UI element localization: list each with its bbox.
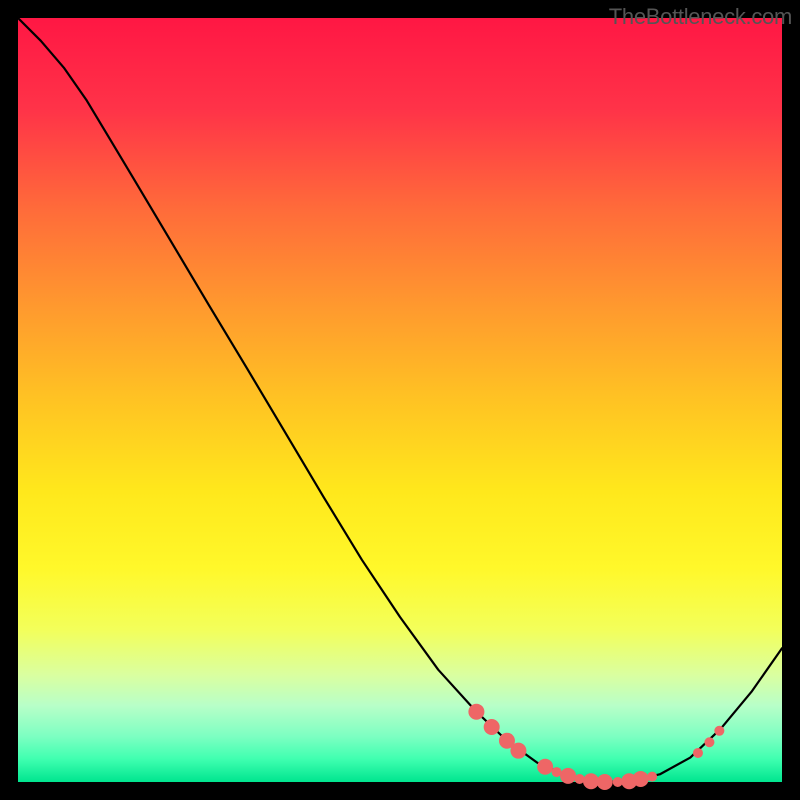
chart-container: TheBottleneck.com	[0, 0, 800, 800]
scatter-point	[633, 771, 649, 787]
scatter-point	[484, 719, 500, 735]
scatter-point	[510, 743, 526, 759]
scatter-point	[575, 774, 585, 784]
scatter-point	[597, 774, 613, 790]
scatter-point	[560, 768, 576, 784]
plot-background	[18, 18, 782, 782]
scatter-point	[537, 759, 553, 775]
scatter-point	[693, 748, 703, 758]
scatter-point	[468, 704, 484, 720]
scatter-point	[583, 773, 599, 789]
chart-svg	[0, 0, 800, 800]
watermark: TheBottleneck.com	[609, 4, 792, 30]
scatter-point	[647, 772, 657, 782]
scatter-point	[704, 737, 714, 747]
scatter-point	[714, 726, 724, 736]
